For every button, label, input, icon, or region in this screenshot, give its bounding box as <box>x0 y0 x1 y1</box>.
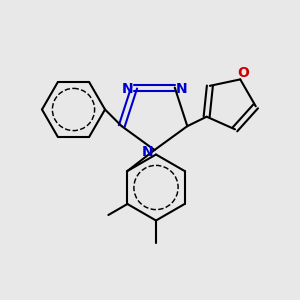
Text: N: N <box>176 82 188 96</box>
Text: N: N <box>142 145 153 159</box>
Text: N: N <box>122 82 133 96</box>
Text: O: O <box>237 65 249 80</box>
